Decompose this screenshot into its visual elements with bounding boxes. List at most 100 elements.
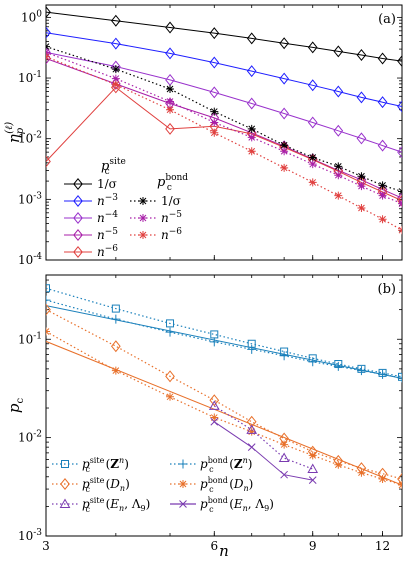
data-point (307, 79, 318, 92)
legend-label: 1/σ (97, 177, 117, 191)
data-point (209, 337, 219, 347)
legend-marker (73, 178, 83, 190)
legend-marker (179, 480, 187, 488)
data-point (209, 394, 220, 407)
x-tick-label: 3 (42, 539, 50, 553)
series-line (46, 340, 402, 486)
data-point (279, 37, 289, 50)
data-point (246, 415, 257, 428)
legend-label: 1/σ (161, 194, 181, 208)
legend-marker (59, 498, 71, 508)
x-tick-label: 6 (210, 539, 218, 553)
data-point (210, 107, 219, 116)
data-point (166, 105, 175, 114)
data-point (166, 97, 175, 106)
legend-title-bond: pbond c (157, 173, 188, 193)
data-point (165, 327, 175, 337)
data-point (247, 443, 256, 452)
legend-label: n−6 (97, 244, 118, 259)
y-tick-label: 10-4 (18, 252, 42, 267)
legend-label: psite c (En, Λ9) (82, 496, 150, 514)
series-line (214, 421, 313, 481)
data-point (378, 181, 387, 190)
y-tick-label: 10-2 (18, 131, 42, 146)
data-point (307, 463, 319, 473)
series-line (46, 32, 402, 107)
data-point (308, 160, 317, 169)
series-layer (46, 284, 402, 489)
data-point (397, 194, 402, 207)
legend-label: psite c (Zn) (82, 456, 129, 474)
data-point (308, 476, 317, 484)
legend-marker (73, 195, 83, 207)
legend-marker (139, 231, 147, 239)
legend-marker (179, 500, 187, 508)
legend-label: psite c (Dn) (82, 476, 130, 494)
data-point (397, 472, 402, 485)
legend-marker (73, 229, 83, 241)
data-point (308, 451, 317, 460)
x-tick-label: 9 (309, 539, 317, 553)
x-axis-label: n (219, 542, 229, 560)
data-point (357, 203, 366, 212)
data-point (397, 55, 402, 68)
data-point (247, 344, 257, 354)
data-point (333, 45, 344, 58)
data-point (280, 141, 289, 150)
series-line (46, 287, 402, 378)
data-point (166, 84, 175, 93)
data-point (111, 304, 120, 313)
data-point (377, 96, 388, 109)
series-line (46, 11, 402, 62)
data-point (111, 74, 120, 83)
data-point (166, 392, 175, 401)
data-point (246, 424, 258, 434)
data-point (46, 295, 51, 305)
series-line (46, 309, 402, 480)
data-point (377, 52, 388, 65)
data-point (397, 192, 402, 205)
y-tick-label: 10-3 (18, 528, 42, 543)
series-line (46, 46, 402, 192)
data-point (378, 215, 387, 224)
legend-label: n−3 (97, 193, 118, 208)
data-point (210, 413, 219, 422)
data-point (334, 191, 343, 200)
data-point (356, 48, 367, 61)
data-point (46, 155, 51, 168)
x-tick-label: 12 (375, 539, 390, 553)
data-point (111, 340, 121, 353)
data-point (111, 37, 121, 50)
data-point (398, 187, 402, 196)
data-point (357, 468, 366, 477)
data-point (377, 139, 388, 152)
data-point (356, 132, 367, 145)
y-tick-label: 100 (21, 9, 42, 24)
y-tick-label: 10-1 (18, 331, 42, 346)
data-point (111, 65, 120, 74)
data-point (357, 182, 366, 191)
data-point (246, 65, 257, 78)
data-point (210, 128, 219, 137)
data-point (247, 427, 256, 436)
data-point (307, 116, 318, 129)
data-point (165, 47, 175, 60)
data-point (246, 32, 257, 45)
data-point (246, 97, 257, 110)
data-point (279, 107, 289, 120)
y-axis-label: pc (5, 398, 26, 414)
data-point (111, 14, 121, 27)
data-point (247, 133, 256, 142)
data-point (333, 124, 344, 137)
data-point (209, 56, 220, 69)
y-tick-label: 10-2 (18, 430, 42, 445)
data-point (280, 147, 289, 156)
data-point (397, 100, 402, 113)
panel-b: 10-1 10-2 10-33 6 9 12 (b) pc n psite c (Zn) pbond c(… (5, 274, 403, 560)
plot-frame (45, 274, 403, 537)
series-line (46, 51, 402, 153)
data-point (46, 46, 51, 59)
data-point (308, 357, 318, 367)
data-point (209, 27, 220, 40)
data-point (334, 171, 343, 180)
